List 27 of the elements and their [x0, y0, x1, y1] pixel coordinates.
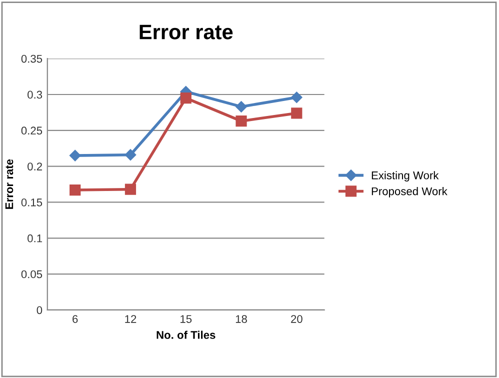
x-tick-label: 20: [291, 315, 302, 323]
x-tick-label: 15: [180, 315, 192, 323]
point: [124, 184, 136, 195]
point: [180, 92, 192, 104]
point: [124, 149, 136, 160]
legend-label: Existing Work: [372, 171, 439, 182]
y-tick-label: 0.15: [21, 198, 42, 206]
y-tick-label: 0.1: [28, 234, 42, 242]
y-tick-label: 0.25: [21, 126, 42, 135]
point: [69, 150, 81, 162]
x-tick-label: 12: [125, 315, 136, 323]
x-tick-label: 6: [72, 315, 78, 323]
point: [70, 184, 81, 196]
x-tick-label: 18: [236, 315, 247, 323]
point: [291, 92, 302, 103]
chart-title: Error rate: [140, 24, 233, 40]
point: [236, 116, 247, 127]
y-tick-label: 0.2: [28, 162, 42, 170]
y-axis-title: Error rate: [5, 159, 14, 209]
point: [291, 108, 302, 119]
x-axis-title: No. of Tiles: [156, 330, 216, 339]
y-tick-label: 0.35: [21, 54, 42, 63]
y-tick-label: 0: [36, 306, 42, 314]
y-tick-label: 0.3: [28, 90, 42, 99]
point: [236, 101, 247, 112]
legend-label: Proposed Work: [372, 187, 448, 198]
y-tick-label: 0.05: [21, 270, 42, 278]
